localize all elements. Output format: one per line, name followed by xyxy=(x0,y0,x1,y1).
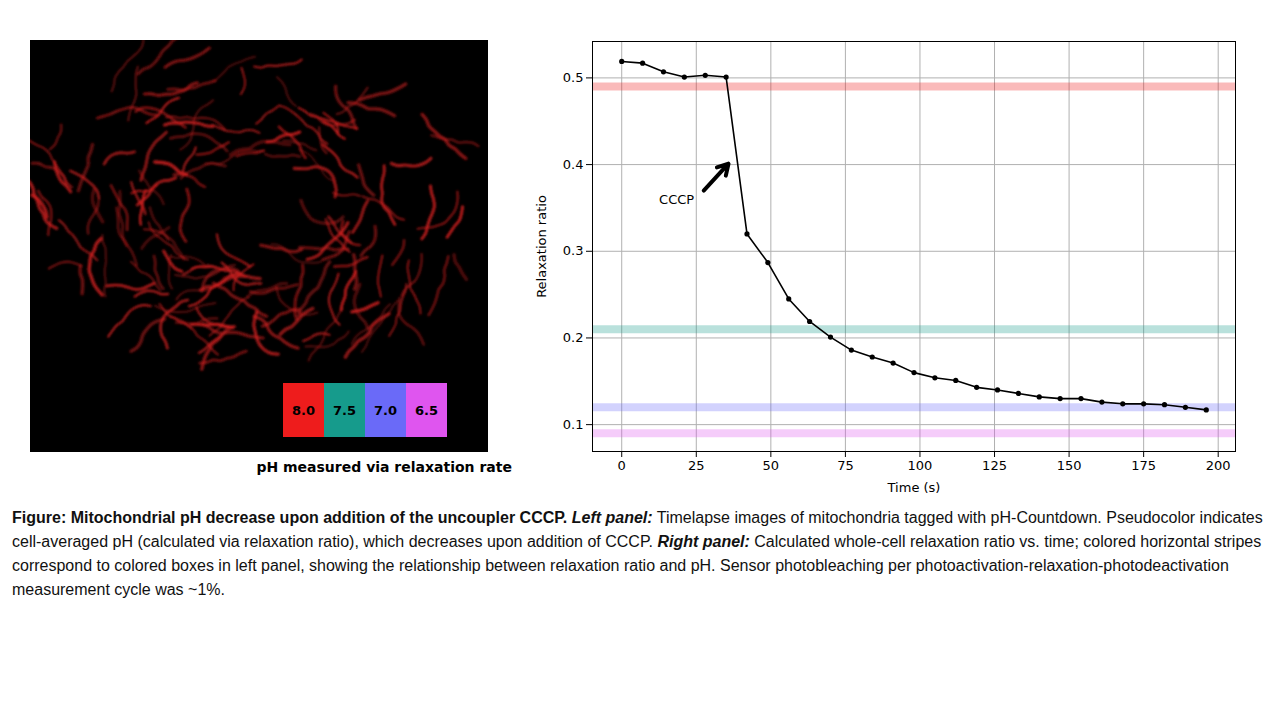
html-text:Figure: Mitochondrial pH decre: Figure: Mitochondrial pH decrease upon a… xyxy=(12,509,1263,598)
svg-text:100: 100 xyxy=(908,458,933,473)
svg-text:7.0: 7.0 xyxy=(374,403,397,418)
svg-text:0.5: 0.5 xyxy=(563,70,584,85)
svg-text:0.1: 0.1 xyxy=(563,417,584,432)
svg-text:0: 0 xyxy=(618,458,626,473)
svg-text:175: 175 xyxy=(1131,458,1156,473)
svg-text:150: 150 xyxy=(1057,458,1082,473)
html-text:pH measured via relaxation rat: pH measured via relaxation rate xyxy=(256,459,512,475)
svg-text:200: 200 xyxy=(1206,458,1231,473)
svg-text:125: 125 xyxy=(982,458,1007,473)
svg-text:0.3: 0.3 xyxy=(563,243,584,258)
svg-text:CCCP: CCCP xyxy=(659,192,694,207)
svg-text:Relaxation ratio: Relaxation ratio xyxy=(534,195,549,298)
svg-text:75: 75 xyxy=(837,458,854,473)
svg-text:50: 50 xyxy=(763,458,780,473)
svg-text:0.2: 0.2 xyxy=(563,330,584,345)
svg-text:25: 25 xyxy=(688,458,705,473)
svg-text:7.5: 7.5 xyxy=(333,403,356,418)
svg-text:0.4: 0.4 xyxy=(563,157,584,172)
svg-text:Time (s): Time (s) xyxy=(887,480,941,495)
svg-text:6.5: 6.5 xyxy=(415,403,438,418)
svg-text:8.0: 8.0 xyxy=(292,403,315,418)
